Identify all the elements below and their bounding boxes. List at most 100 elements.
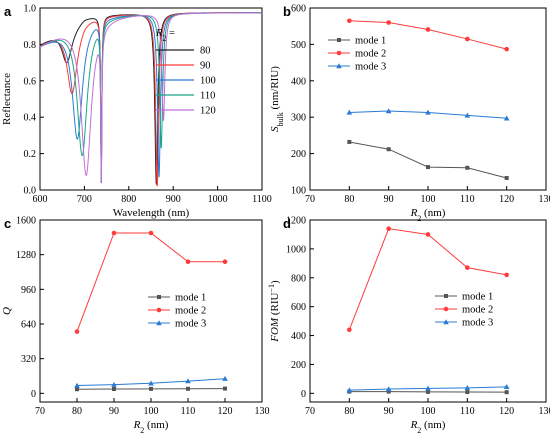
legend-label: 90 bbox=[200, 61, 211, 72]
x-axis-label: R2 (nm) bbox=[133, 419, 169, 435]
data-point bbox=[74, 382, 80, 388]
plot-frame bbox=[39, 219, 263, 403]
legend-label: mode 2 bbox=[175, 306, 206, 317]
data-point bbox=[347, 18, 352, 24]
data-point bbox=[464, 112, 471, 118]
data-point bbox=[504, 272, 509, 278]
y-tick-label: 0 bbox=[31, 389, 36, 400]
x-tick-label: 120 bbox=[499, 406, 514, 417]
data-point bbox=[504, 175, 509, 180]
data-point bbox=[504, 390, 509, 395]
data-point bbox=[465, 390, 470, 395]
panel-c: c 70 80 90 100 110 120 130 0 320 640 960 1280 1600 R2 … bbox=[1, 216, 270, 435]
data-point bbox=[336, 63, 342, 69]
data-point bbox=[337, 38, 341, 42]
y-tick-label: 0.0 bbox=[24, 186, 37, 197]
x-tick-label: 90 bbox=[384, 406, 394, 417]
data-point bbox=[426, 389, 430, 394]
x-tick-label: 110 bbox=[181, 406, 196, 417]
data-point bbox=[148, 380, 154, 386]
data-point bbox=[385, 108, 392, 114]
y-tick-label: 600 bbox=[291, 302, 306, 313]
legend-label: mode 2 bbox=[355, 49, 386, 60]
x-tick-label: 110 bbox=[460, 194, 475, 205]
data-point bbox=[504, 46, 509, 52]
x-tick-label: 120 bbox=[218, 406, 233, 417]
panel-letter: b bbox=[283, 4, 291, 19]
data-point bbox=[425, 27, 431, 32]
x-tick-label: 90 bbox=[109, 406, 119, 417]
panel-a: a 600 700 800 900 1000 1100 0.0 0.2 0.4 0.6 0.8 1.0 W… bbox=[1, 4, 272, 220]
data-point bbox=[465, 36, 470, 42]
legend-label: 100 bbox=[200, 76, 216, 87]
legend: mode 1 mode 2 mode 3 bbox=[148, 293, 206, 330]
x-axis-label: R2 (nm) bbox=[410, 419, 446, 435]
y-tick-label: 0.4 bbox=[24, 113, 37, 124]
y-tick-label: 960 bbox=[21, 285, 36, 296]
y-tick-label: 0 bbox=[301, 389, 306, 400]
x-tick-label: 700 bbox=[77, 194, 92, 205]
data-point bbox=[346, 109, 353, 115]
legend: R2 = 80 90 100 110 120 bbox=[155, 28, 216, 117]
x-tick-label: 100 bbox=[421, 194, 436, 205]
y-tick-label: 1.0 bbox=[24, 4, 37, 15]
legend-label: 80 bbox=[200, 46, 211, 57]
legend-title: R2 = bbox=[155, 28, 175, 43]
plot-frame bbox=[39, 7, 263, 191]
data-point bbox=[223, 386, 227, 391]
y-axis-label: Sbulk (nm/RIU) bbox=[269, 66, 285, 132]
x-tick-label: 80 bbox=[344, 406, 354, 417]
data-point bbox=[75, 387, 79, 392]
data-point bbox=[111, 230, 117, 236]
y-tick-label: 200 bbox=[291, 149, 306, 160]
data-point bbox=[443, 319, 449, 325]
legend-label: mode 1 bbox=[462, 292, 493, 303]
y-tick-label: 800 bbox=[291, 273, 306, 284]
legend: mode 1 mode 2 mode 3 bbox=[328, 36, 386, 73]
panel-b: b 70 80 90 100 110 120 130 100 200 300 400 500 600 R2 … bbox=[269, 4, 550, 223]
data-point bbox=[385, 386, 392, 392]
y-tick-label: 1280 bbox=[16, 250, 36, 261]
spectrum-line bbox=[39, 12, 262, 183]
spectrum-line bbox=[39, 12, 262, 183]
y-tick-label: 320 bbox=[21, 354, 36, 365]
data-point bbox=[111, 381, 117, 387]
data-point bbox=[465, 265, 470, 270]
legend-label: mode 3 bbox=[175, 319, 206, 330]
x-tick-label: 1000 bbox=[208, 194, 228, 205]
data-point bbox=[222, 375, 228, 381]
legend-label: 110 bbox=[200, 91, 215, 102]
x-axis-label: Wavelength (nm) bbox=[113, 207, 190, 219]
x-tick-label: 80 bbox=[72, 406, 82, 417]
y-tick-label: 0.2 bbox=[24, 149, 37, 160]
y-tick-label: 1600 bbox=[16, 216, 36, 227]
data-point bbox=[386, 226, 391, 231]
x-tick-label: 70 bbox=[305, 194, 315, 205]
panel-letter: d bbox=[283, 216, 291, 231]
data-point bbox=[503, 384, 510, 390]
data-point bbox=[156, 307, 162, 313]
x-tick-label: 800 bbox=[121, 194, 136, 205]
y-tick-label: 200 bbox=[291, 360, 306, 371]
y-tick-label: 0.8 bbox=[24, 40, 37, 51]
x-tick-label: 1100 bbox=[252, 194, 272, 205]
data-point bbox=[186, 386, 190, 391]
legend-label: mode 3 bbox=[462, 318, 493, 329]
data-point bbox=[346, 387, 353, 393]
data-point bbox=[148, 230, 154, 236]
x-tick-label: 80 bbox=[344, 194, 354, 205]
y-tick-label: 1000 bbox=[286, 244, 306, 255]
data-point bbox=[425, 232, 431, 237]
data-point bbox=[185, 259, 191, 265]
x-tick-label: 90 bbox=[384, 194, 394, 205]
y-axis-label: FOM (RIU−1) bbox=[267, 280, 282, 343]
spectrum-line bbox=[39, 12, 262, 185]
data-point bbox=[336, 50, 342, 56]
data-point bbox=[425, 385, 431, 391]
data-point bbox=[444, 294, 448, 298]
y-axis-label: Q bbox=[1, 307, 13, 315]
x-tick-label: 130 bbox=[255, 406, 270, 417]
data-point bbox=[465, 165, 470, 170]
y-tick-label: 0.6 bbox=[24, 76, 37, 87]
